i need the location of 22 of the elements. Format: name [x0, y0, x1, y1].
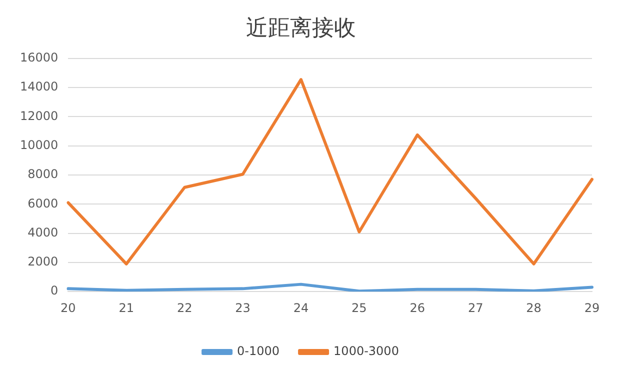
y-tick-label: 14000: [20, 80, 58, 94]
y-tick-label: 2000: [28, 254, 58, 269]
chart-title: 近距离接收: [246, 16, 356, 41]
x-tick-label: 26: [410, 300, 426, 315]
x-tick-label: 29: [584, 300, 600, 315]
x-tick-label: 25: [352, 300, 367, 315]
legend-label: 1000-3000: [334, 344, 399, 358]
y-tick-label: 0: [50, 284, 58, 298]
y-tick-label: 10000: [20, 138, 58, 152]
x-tick-label: 21: [118, 300, 134, 315]
legend-label: 0-1000: [237, 344, 280, 358]
x-tick-label: 23: [235, 300, 250, 315]
y-tick-label: 8000: [28, 167, 58, 182]
y-tick-label: 4000: [28, 225, 58, 240]
x-tick-label: 28: [526, 300, 542, 315]
x-tick-label: 27: [468, 300, 484, 315]
x-tick-label: 20: [60, 300, 76, 315]
x-tick-label: 24: [293, 300, 309, 315]
y-tick-label: 12000: [20, 108, 58, 123]
y-tick-label: 6000: [28, 196, 58, 210]
y-tick-label: 16000: [20, 50, 58, 65]
x-tick-label: 22: [176, 300, 192, 315]
